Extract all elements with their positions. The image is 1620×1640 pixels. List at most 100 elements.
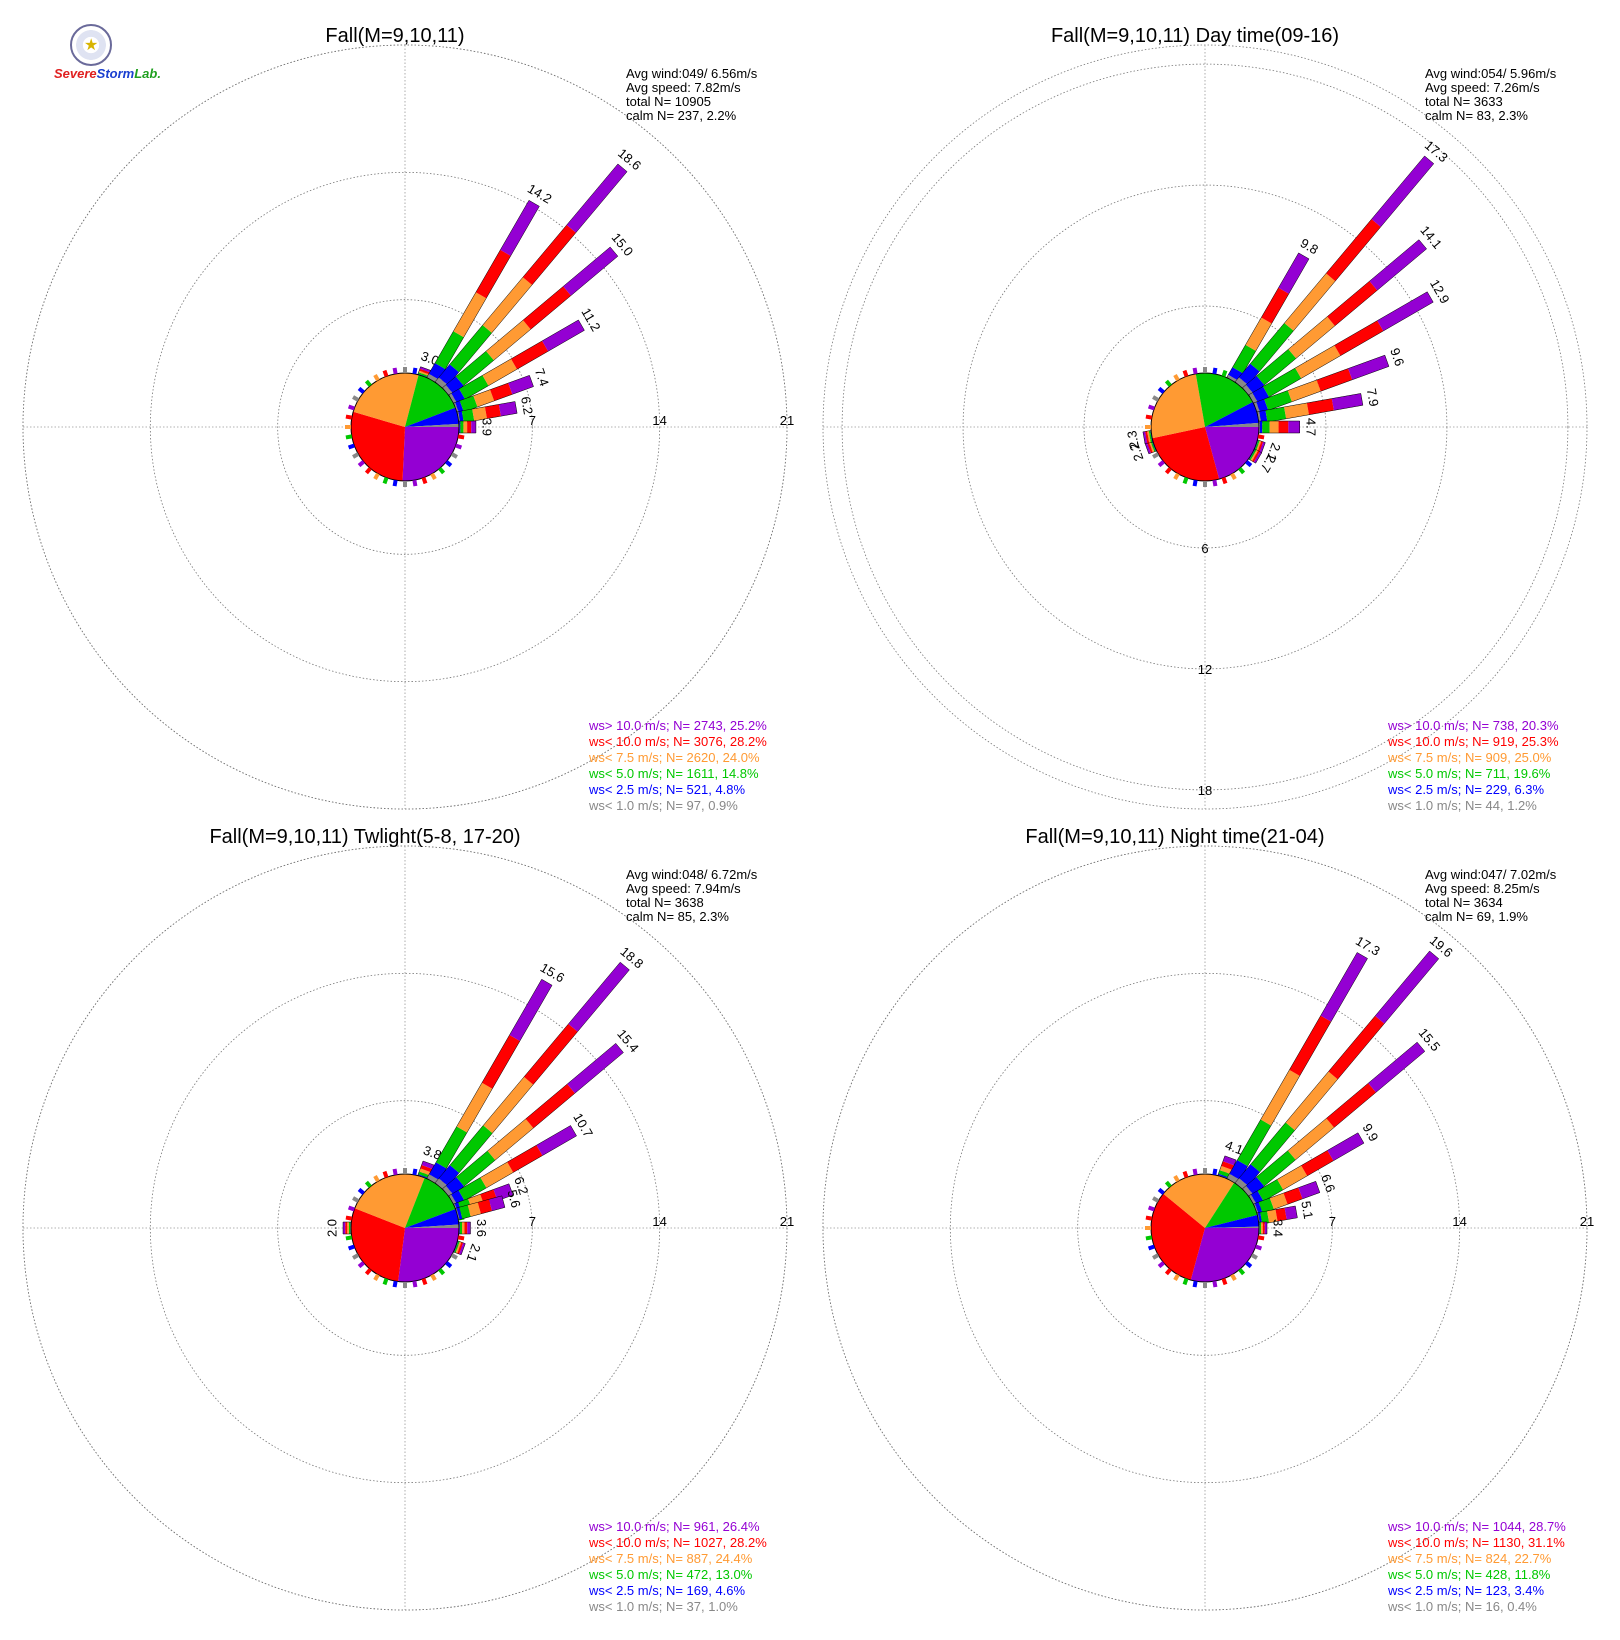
fringe-tick — [357, 386, 365, 394]
stat-line-2: Avg speed: 8.25m/s — [1425, 881, 1540, 896]
stat-line-2: Avg speed: 7.26m/s — [1425, 80, 1540, 95]
bar-segment — [1260, 1069, 1300, 1126]
bar-segment — [1257, 1212, 1263, 1225]
bar-segment — [453, 1240, 459, 1253]
fringe-tick — [1245, 460, 1253, 468]
fringe-tick — [1238, 467, 1246, 475]
fringe-tick — [1152, 452, 1160, 459]
wind-rose-panel-1: 7 14 213.014.218.615.011.27.46.23.9Fall(M=… — [22, 25, 794, 813]
fringe-tick — [373, 1175, 380, 1183]
pie-slice-6 — [405, 423, 459, 427]
bar-segment — [1371, 155, 1434, 227]
fringe-tick — [352, 395, 360, 402]
bar-segment — [1148, 440, 1155, 453]
bar-segment — [566, 163, 628, 233]
bar-segment — [1218, 1170, 1231, 1178]
bar-segment — [458, 1177, 487, 1201]
bar-outline — [448, 319, 585, 406]
bar-segment — [1375, 951, 1439, 1024]
bar-segment — [1148, 430, 1153, 443]
bar-segment — [418, 370, 431, 377]
bar-segment — [348, 1222, 351, 1234]
legend-entry-3: ws< 7.5 m/s; N= 824, 22.7% — [1387, 1551, 1552, 1566]
bar-segment — [435, 1126, 468, 1169]
pie-slice-4 — [1195, 373, 1253, 427]
fringe-tick — [1257, 1235, 1265, 1241]
ring-label-14: 14 — [1452, 1214, 1466, 1229]
pie-slice-4 — [405, 374, 456, 427]
bar-outline — [1253, 354, 1390, 415]
wind-rose-panel-2: 612189.817.314.112.99.67.94.72.12.72.22.… — [822, 25, 1588, 813]
legend-entry-5: ws< 2.5 m/s; N= 169, 4.6% — [588, 1583, 746, 1598]
fringe-tick — [382, 1170, 389, 1178]
fringe-tick — [345, 1235, 353, 1241]
fringe-tick — [1255, 1244, 1263, 1251]
bar-segment — [1232, 344, 1256, 374]
fringe-tick — [345, 414, 353, 420]
bar-outline — [1226, 952, 1368, 1185]
bar-label-9.6: 9.6 — [1387, 346, 1407, 368]
bar-outline — [1253, 1180, 1321, 1216]
legend-entry-2: ws< 10.0 m/s; N= 1130, 31.1% — [1387, 1535, 1565, 1550]
bar-segment — [1278, 252, 1309, 294]
stat-line-3: total N= 3638 — [626, 895, 704, 910]
bar-segment — [1328, 1015, 1385, 1080]
bar-segment — [1269, 1193, 1288, 1210]
legend-entry-4: ws< 5.0 m/s; N= 428, 11.8% — [1387, 1567, 1551, 1582]
fringe-tick — [412, 479, 418, 487]
legend-entry-6: ws< 1.0 m/s; N= 97, 0.9% — [588, 798, 738, 813]
bar-segment — [481, 1034, 520, 1089]
fringe-tick — [1182, 369, 1189, 377]
bar-segment — [1261, 287, 1289, 324]
fringe-tick — [1257, 434, 1265, 440]
pie-slice-4 — [405, 1177, 456, 1228]
bar-segment — [1237, 1119, 1272, 1167]
fringe-tick — [1164, 379, 1172, 387]
bar-segment — [1150, 430, 1153, 443]
fringe-tick — [364, 1180, 372, 1188]
fringe-tick — [382, 477, 389, 485]
pie-slice-5 — [1205, 401, 1259, 427]
fringe-tick — [1147, 1244, 1155, 1251]
legend-entry-1: ws> 10.0 m/s; N= 738, 20.3% — [1387, 718, 1559, 733]
bar-segment — [471, 421, 476, 433]
bar-segment — [1301, 1150, 1334, 1176]
wind-rose-panel-4: 7 14 214.117.3 19.615.59.96.65.13.4Fall(M=9… — [822, 826, 1594, 1614]
bar-segment — [1277, 1165, 1308, 1190]
bar-outline — [442, 1042, 624, 1199]
severe-storm-lab-logo: ★ SevereStormLab. — [54, 24, 161, 84]
fringe-tick — [1173, 374, 1180, 382]
bar-label-2.1: 2.1 — [1264, 441, 1284, 463]
legend-entry-3: ws< 7.5 m/s; N= 887, 24.4% — [588, 1551, 753, 1566]
fringe-tick — [1221, 477, 1228, 485]
bar-segment — [419, 368, 432, 375]
bar-label-4.7: 4.7 — [1303, 418, 1318, 436]
grid-ring-18 — [841, 63, 1569, 791]
bar-segment — [1283, 1187, 1303, 1205]
ring-label-14: 14 — [652, 1214, 666, 1229]
bar-segment — [463, 421, 468, 433]
fringe-tick — [455, 443, 463, 450]
fringe-tick — [1157, 1261, 1165, 1269]
fringe-tick — [1152, 395, 1160, 402]
bar-segment — [1254, 1202, 1263, 1215]
bar-segment — [1289, 1015, 1332, 1076]
bar-outline — [1258, 1221, 1268, 1235]
legend-entry-3: ws< 7.5 m/s; N= 2620, 24.0% — [588, 750, 760, 765]
bar-segment — [1146, 441, 1153, 454]
bar-segment — [1278, 421, 1289, 433]
fringe-tick — [373, 472, 380, 480]
ring-label-6: 6 — [1201, 541, 1208, 556]
legend-entry-1: ws> 10.0 m/s; N= 2743, 25.2% — [588, 718, 767, 733]
bar-segment — [1246, 1176, 1265, 1195]
bar-label-3.6: 3.6 — [474, 1219, 489, 1237]
fringe-tick — [392, 479, 398, 487]
fringe-tick — [1221, 369, 1228, 377]
bar-segment — [1238, 363, 1260, 385]
bar-segment — [459, 1222, 462, 1234]
bar-segment — [1257, 441, 1264, 454]
pie-slice-3 — [354, 1174, 425, 1228]
bar-segment — [1284, 273, 1336, 331]
stat-line-3: total N= 3634 — [1425, 895, 1503, 910]
bar-segment — [490, 383, 513, 401]
